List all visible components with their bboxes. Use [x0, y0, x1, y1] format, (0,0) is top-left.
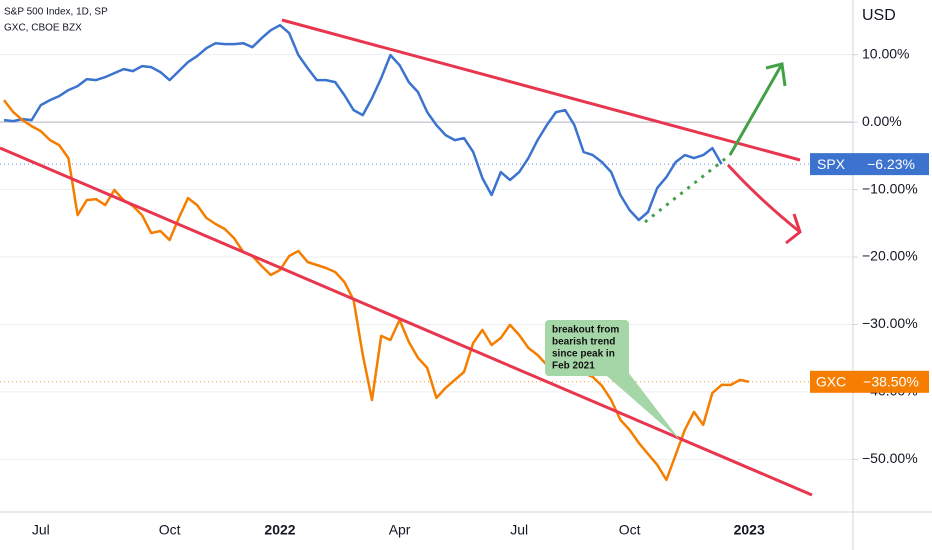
series-badge [810, 153, 853, 176]
x-tick-label: 2023 [734, 522, 765, 538]
y-tick-label: −10.00% [862, 180, 918, 196]
value-badge [853, 153, 929, 176]
series-line [3, 23, 723, 222]
series-badge [810, 370, 853, 393]
y-axis-label: USD [862, 7, 896, 24]
callout-text: since peak in [552, 349, 615, 360]
value-badge-label: −38.50% [863, 374, 919, 390]
x-tick-label: 2022 [264, 522, 295, 538]
callout-pointer [600, 370, 680, 440]
y-tick-label: −30.00% [862, 315, 918, 331]
legend-title: S&P 500 Index, 1D, SP [4, 7, 108, 18]
grid: 10.00%0.00%−10.00%−20.00%−30.00%−40.00%−… [0, 45, 918, 538]
arrow [728, 62, 787, 156]
x-tick-label: Apr [389, 522, 411, 538]
callout-text: Feb 2021 [552, 361, 595, 372]
badges: SPX −6.23% GXC −38.50% [810, 153, 929, 393]
y-tick-label: −50.00% [862, 450, 918, 466]
x-tick-label: Jul [510, 522, 528, 538]
value-badge-label: −6.23% [867, 156, 915, 172]
series-badge-name: GXC [816, 374, 846, 390]
x-tick-label: Oct [159, 522, 181, 538]
legend-subtitle: GXC, CBOE BZX [4, 23, 82, 34]
dotted-line [644, 153, 731, 224]
x-tick-label: Jul [32, 522, 50, 538]
trend-line [281, 18, 801, 162]
y-tick-label: 10.00% [862, 45, 909, 61]
callout-text: breakout from [552, 325, 619, 336]
arrow [726, 163, 802, 245]
series-badge-name: SPX [817, 156, 846, 172]
callout-box [545, 320, 629, 376]
callout-text: bearish trend [552, 337, 615, 348]
y-tick-label: 0.00% [862, 113, 902, 129]
trend-line [0, 146, 813, 497]
y-tick-label: −20.00% [862, 248, 918, 264]
value-badge [853, 370, 929, 393]
x-tick-label: Oct [619, 522, 641, 538]
